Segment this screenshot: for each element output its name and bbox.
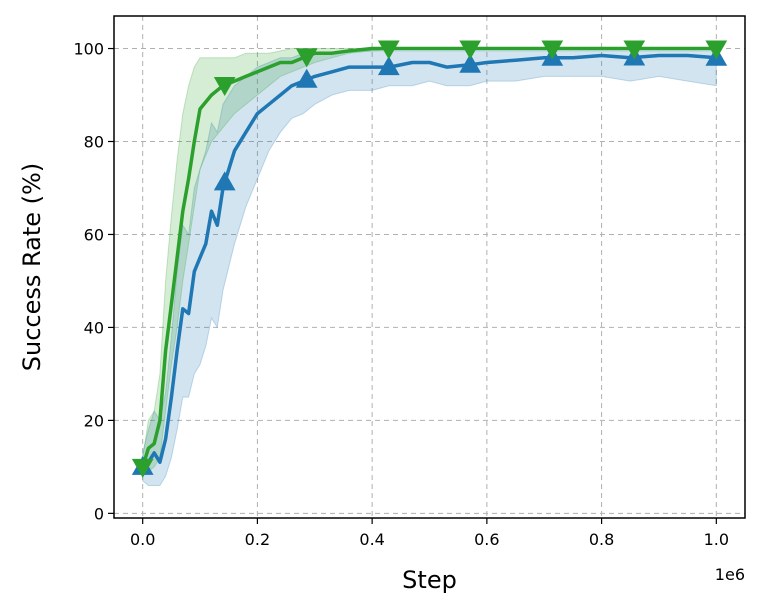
gridlines bbox=[114, 16, 745, 518]
y-tick-label: 60 bbox=[84, 225, 104, 244]
data-point-marker bbox=[295, 68, 318, 88]
x-tick-label: 0.0 bbox=[130, 530, 155, 549]
x-tick-label: 1.0 bbox=[704, 530, 729, 549]
series-markers bbox=[131, 40, 728, 478]
x-tick-label: 0.6 bbox=[474, 530, 499, 549]
data-point-marker bbox=[213, 171, 236, 191]
data-point-marker bbox=[459, 40, 482, 60]
data-point-marker bbox=[541, 40, 564, 60]
data-point-marker bbox=[213, 77, 236, 97]
plot-frame bbox=[113, 15, 746, 519]
y-axis-title: Success Rate (%) bbox=[18, 163, 46, 371]
y-axis-ticks: 0 20 40 60 80 100 bbox=[73, 40, 114, 523]
y-tick-label: 20 bbox=[84, 411, 104, 430]
x-tick-label: 0.4 bbox=[359, 530, 384, 549]
series-lines bbox=[140, 46, 719, 469]
series-line bbox=[140, 46, 719, 469]
x-tick-label: 0.2 bbox=[245, 530, 270, 549]
data-point-marker bbox=[623, 40, 646, 60]
x-axis-offset-label: 1e6 bbox=[715, 565, 745, 584]
series-line bbox=[140, 53, 719, 469]
data-point-marker bbox=[377, 40, 400, 60]
y-tick-label: 0 bbox=[94, 504, 104, 523]
y-tick-label: 100 bbox=[73, 40, 104, 59]
confidence-band bbox=[142, 50, 717, 486]
y-tick-label: 40 bbox=[84, 318, 104, 337]
data-point-marker bbox=[705, 40, 728, 60]
x-axis-title: Step bbox=[402, 566, 457, 594]
data-point-marker bbox=[295, 48, 318, 68]
x-axis-ticks: 0.0 0.2 0.4 0.6 0.8 1.0 bbox=[130, 518, 729, 549]
data-point-marker bbox=[377, 56, 400, 76]
x-tick-label: 0.8 bbox=[589, 530, 614, 549]
y-tick-label: 80 bbox=[84, 133, 104, 152]
data-point-marker bbox=[459, 53, 482, 73]
data-point-marker bbox=[131, 458, 154, 478]
